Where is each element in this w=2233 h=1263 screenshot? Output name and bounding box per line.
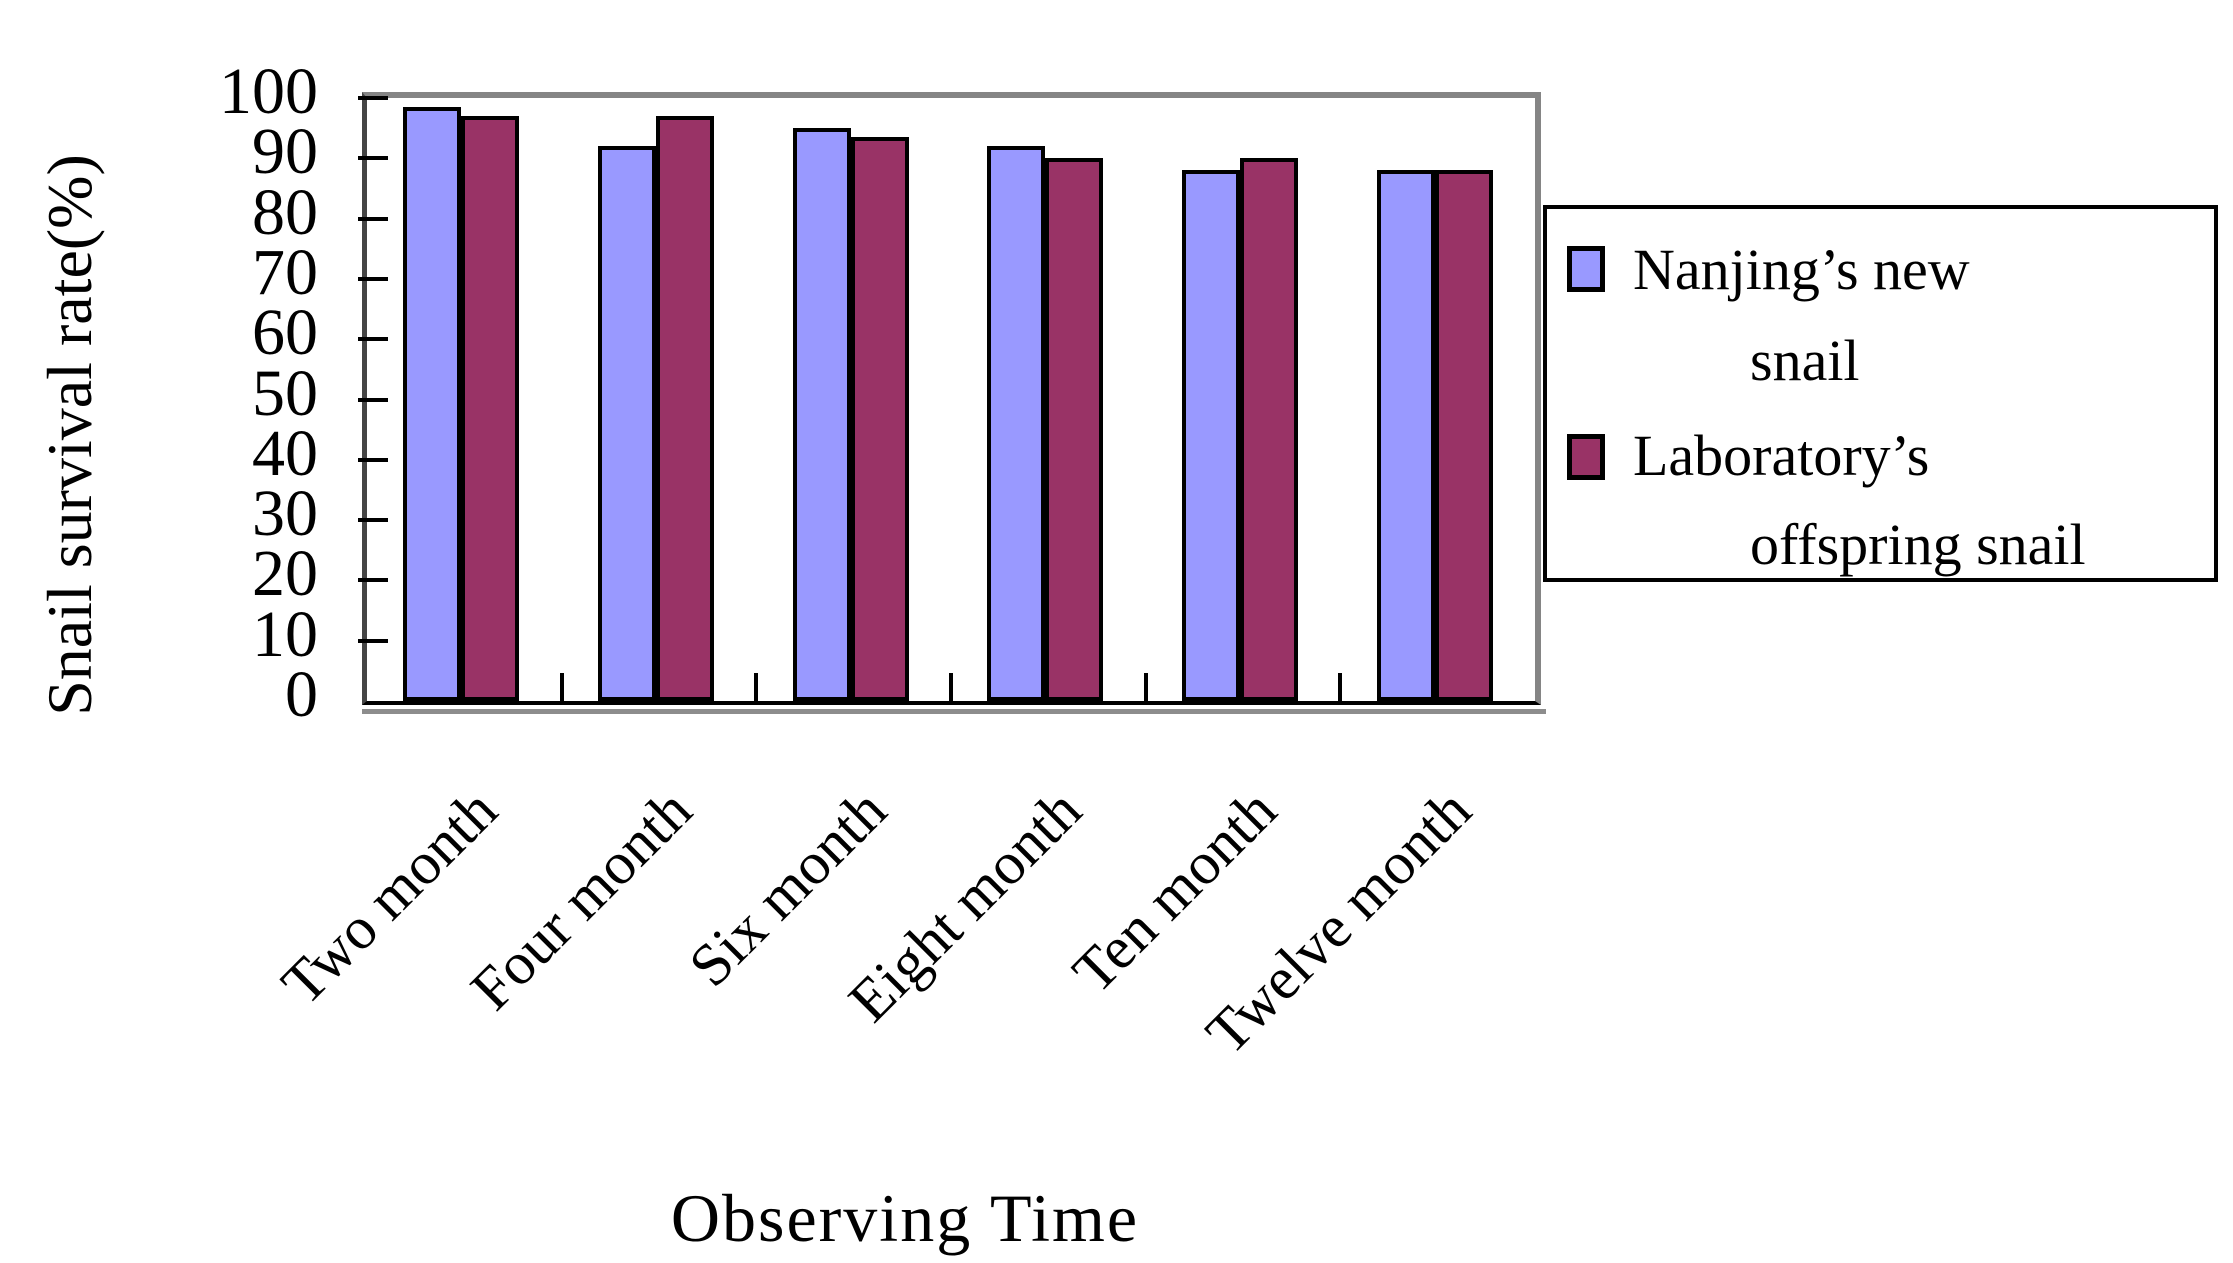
- x-axis-tick: [559, 673, 564, 701]
- y-axis-tick: [358, 156, 388, 161]
- y-tick-label-40: 40: [252, 416, 318, 490]
- bar-ten-month-laboratory-s-offspring-snail: [1240, 158, 1298, 701]
- y-axis-tick: [358, 216, 388, 221]
- bar-ten-month-nanjing-s-new-snail: [1182, 170, 1240, 701]
- bar-eight-month-nanjing-s-new-snail: [987, 146, 1046, 701]
- y-tick-label-10: 10: [252, 597, 318, 671]
- y-axis-tick: [358, 578, 388, 583]
- y-tick-label-60: 60: [252, 296, 318, 370]
- y-axis-tick: [358, 276, 388, 281]
- bar-six-month-nanjing-s-new-snail: [792, 128, 851, 701]
- legend-label-line: Laboratory’s: [1633, 423, 1930, 488]
- legend-label-line: offspring snail: [1750, 512, 2086, 577]
- y-axis-tick: [358, 638, 388, 643]
- legend-swatch-laboratory-offspring-snail: [1567, 434, 1605, 480]
- y-tick-label-100: 100: [219, 55, 318, 128]
- x-axis-tick: [1143, 673, 1148, 701]
- bar-two-month-nanjing-s-new-snail: [403, 107, 462, 701]
- y-tick-label-20: 20: [252, 537, 318, 611]
- x-axis-tick: [1338, 673, 1343, 701]
- y-tick-label-50: 50: [252, 356, 318, 430]
- x-axis-title: Observing Time: [670, 1180, 1140, 1256]
- bar-four-month-nanjing-s-new-snail: [598, 146, 656, 701]
- bar-four-month-laboratory-s-offspring-snail: [656, 116, 714, 701]
- y-axis-tick: [358, 397, 388, 402]
- bar-six-month-laboratory-s-offspring-snail: [850, 137, 909, 701]
- y-axis-tick: [358, 457, 388, 462]
- bar-twelve-month-laboratory-s-offspring-snail: [1434, 170, 1493, 701]
- y-axis-tick: [358, 518, 388, 523]
- legend-label-line: Nanjing’s new: [1633, 237, 1970, 302]
- x-axis-tick: [949, 673, 953, 701]
- legend-swatch-nanjing-new-snail: [1567, 246, 1605, 292]
- bar-eight-month-laboratory-s-offspring-snail: [1045, 158, 1104, 701]
- bar-twelve-month-nanjing-s-new-snail: [1376, 170, 1435, 701]
- legend-label-line: snail: [1750, 328, 1860, 393]
- axis-shadow: [362, 709, 1546, 714]
- y-axis-tick: [358, 96, 388, 100]
- bar-two-month-laboratory-s-offspring-snail: [461, 116, 520, 701]
- y-tick-label-30: 30: [252, 477, 318, 551]
- y-axis-tick: [358, 337, 388, 342]
- y-tick-label-0: 0: [285, 658, 318, 731]
- x-axis-tick: [754, 673, 759, 701]
- y-tick-label-70: 70: [252, 235, 318, 309]
- y-tick-label-80: 80: [252, 175, 318, 249]
- legend: Nanjing’s new snail Laboratory’s offspri…: [1543, 205, 2218, 582]
- y-tick-label-90: 90: [252, 115, 318, 189]
- plot-area: [358, 92, 1546, 714]
